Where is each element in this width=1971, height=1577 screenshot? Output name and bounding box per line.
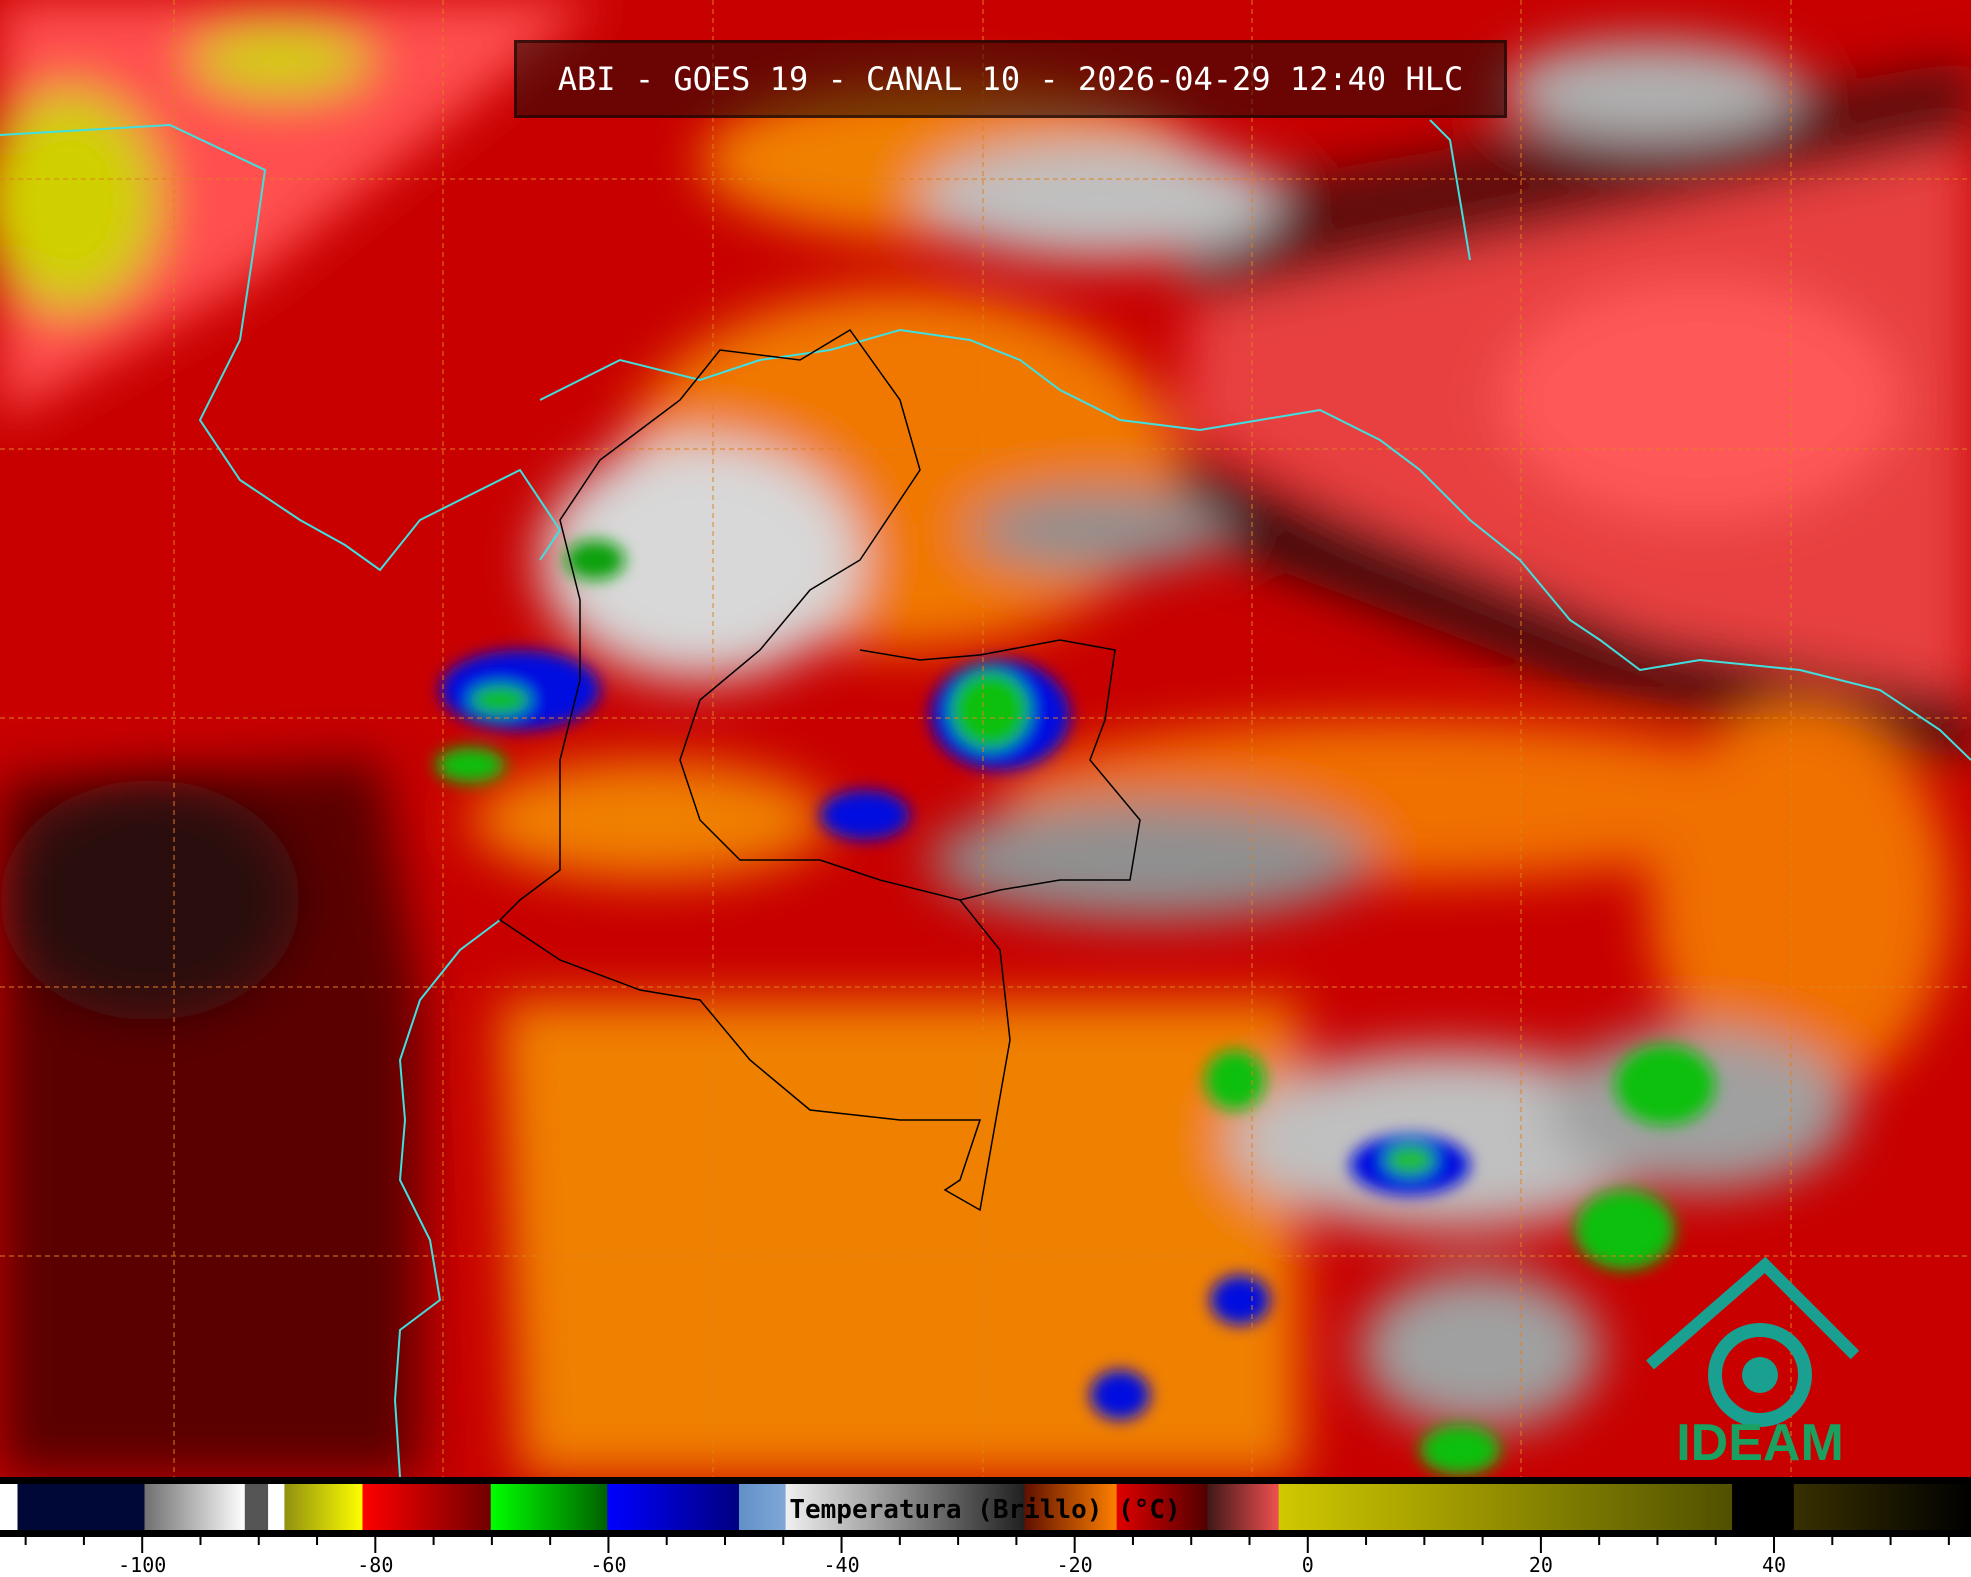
tick-label: -60 bbox=[590, 1553, 626, 1577]
tick-label: 40 bbox=[1762, 1553, 1786, 1577]
satellite-map bbox=[0, 0, 1971, 1477]
colorbar-segment bbox=[1278, 1484, 1733, 1530]
colorbar: -100 -80 -60 -40 -20 0 20 40 Temperatura (Brill… bbox=[0, 1477, 1971, 1577]
colorbar-segment bbox=[490, 1484, 608, 1530]
ideam-logo: IDEAM bbox=[1646, 1256, 1860, 1470]
colorbar-label: Temperatura (Brillo) (°C) bbox=[789, 1495, 1180, 1525]
colorbar-svg: -100 -80 -60 -40 -20 0 20 40 Temperatura (Brill… bbox=[0, 1477, 1971, 1577]
colorbar-segment bbox=[17, 1484, 146, 1530]
colorbar-segment bbox=[785, 1484, 1026, 1530]
colorbar-segment bbox=[1793, 1484, 1971, 1530]
tick-label: -40 bbox=[823, 1553, 859, 1577]
colorbar-segment bbox=[362, 1484, 492, 1530]
colorbar-segment bbox=[738, 1484, 787, 1530]
tick-label: 20 bbox=[1529, 1553, 1553, 1577]
colorbar-segment bbox=[1732, 1484, 1795, 1530]
colorbar-segment bbox=[0, 1484, 18, 1530]
colorbar-segment bbox=[1116, 1484, 1209, 1530]
colorbar-segment bbox=[284, 1484, 363, 1530]
colorbar-segment bbox=[1207, 1484, 1280, 1530]
country-borders bbox=[498, 329, 1141, 1212]
colorbar-segment bbox=[1024, 1484, 1118, 1530]
tick-label: -80 bbox=[357, 1553, 393, 1577]
coastlines bbox=[0, 119, 1971, 1477]
temperature-field bbox=[0, 0, 1971, 1477]
colorbar-segment bbox=[144, 1484, 246, 1530]
convective-cores bbox=[435, 540, 1715, 1475]
tick-label: 0 bbox=[1302, 1553, 1314, 1577]
colorbar-segment bbox=[244, 1484, 269, 1530]
lat-lon-grid bbox=[0, 0, 1971, 1477]
colorbar-segment bbox=[607, 1484, 740, 1530]
logo-text: IDEAM bbox=[1676, 1414, 1844, 1470]
colorbar-segment bbox=[268, 1484, 285, 1530]
tick-label: -100 bbox=[118, 1553, 166, 1577]
image-title: ABI - GOES 19 - CANAL 10 - 2026-04-29 12… bbox=[514, 40, 1507, 118]
tick-label: -20 bbox=[1057, 1553, 1093, 1577]
